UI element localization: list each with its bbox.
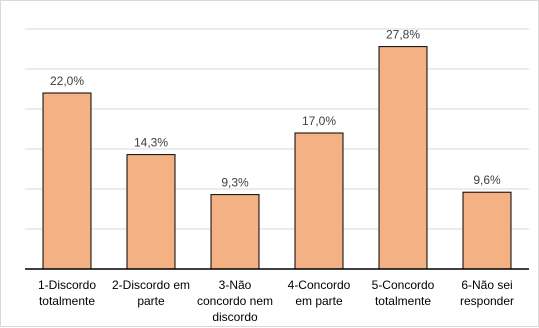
category-label-line: concordo nem bbox=[197, 294, 273, 308]
data-label-6: 9,6% bbox=[473, 173, 501, 187]
data-label-5: 27,8% bbox=[386, 28, 420, 42]
bar-6 bbox=[462, 191, 512, 270]
category-label-line: 4-Concordo bbox=[288, 278, 351, 292]
data-label-2: 14,3% bbox=[134, 136, 168, 150]
category-label-6: 6-Não sei responder bbox=[460, 278, 514, 308]
category-label-line: 5-Concordo bbox=[372, 278, 435, 292]
category-label-line: totalmente bbox=[39, 294, 95, 308]
category-label-3: 3-Não concordo nem discordo bbox=[197, 278, 273, 324]
category-label-4: 4-Concordo em parte bbox=[288, 278, 351, 308]
data-label-3: 9,3% bbox=[221, 176, 249, 190]
bars bbox=[42, 46, 512, 270]
category-label-line: 2-Discordo em bbox=[112, 278, 190, 292]
category-label-line: 1-Discordo bbox=[38, 278, 96, 292]
bar-3 bbox=[210, 194, 260, 270]
data-labels: 22,0% 14,3% 9,3% 17,0% 27,8% 9,6% bbox=[50, 28, 501, 190]
bar-5 bbox=[378, 46, 428, 270]
category-labels: 1-Discordo totalmente 2-Discordo em parte 3-… bbox=[38, 278, 514, 324]
category-label-line: 3-Não bbox=[219, 278, 252, 292]
category-label-line: responder bbox=[460, 294, 514, 308]
bar-2 bbox=[126, 154, 176, 270]
category-label-line: 6-Não sei bbox=[461, 278, 512, 292]
data-label-4: 17,0% bbox=[302, 114, 336, 128]
bar-4 bbox=[294, 132, 344, 270]
data-label-1: 22,0% bbox=[50, 74, 84, 88]
category-label-line: discordo bbox=[212, 310, 258, 324]
gridlines bbox=[25, 28, 529, 230]
category-label-line: parte bbox=[137, 294, 165, 308]
category-label-line: totalmente bbox=[375, 294, 431, 308]
category-label-5: 5-Concordo totalmente bbox=[372, 278, 435, 308]
category-label-2: 2-Discordo em parte bbox=[112, 278, 190, 308]
category-label-line: em parte bbox=[295, 294, 343, 308]
bar-1 bbox=[42, 92, 92, 270]
category-label-1: 1-Discordo totalmente bbox=[38, 278, 96, 308]
